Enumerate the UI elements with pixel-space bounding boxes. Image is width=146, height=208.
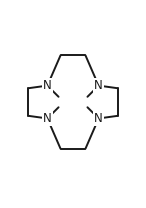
Text: N: N bbox=[43, 79, 52, 92]
Text: N: N bbox=[94, 79, 103, 92]
Text: N: N bbox=[43, 112, 52, 125]
Text: N: N bbox=[94, 112, 103, 125]
